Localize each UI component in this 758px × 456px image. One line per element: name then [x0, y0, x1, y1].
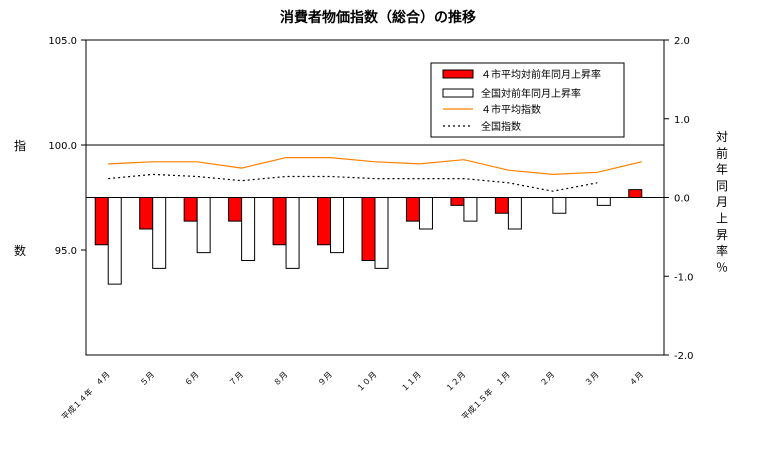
- bar-4city-rate: [139, 197, 154, 230]
- bar-national-rate: [241, 197, 256, 261]
- x-tick-label: ２月: [539, 370, 557, 388]
- right-axis-title-char: 率: [716, 243, 728, 258]
- legend-swatch-national-rate: [442, 88, 474, 98]
- bar-national-rate: [374, 197, 389, 269]
- bar-4city-rate: [494, 197, 509, 214]
- x-tick-label: ４月: [628, 370, 646, 388]
- left-tick-label: 95.0: [55, 246, 77, 257]
- x-tick-label: ９月: [316, 370, 334, 388]
- bar-national-rate: [152, 197, 167, 269]
- bar-4city-rate: [228, 197, 243, 222]
- x-tick-label: 平成１５年 １月: [459, 369, 511, 421]
- line-group: [108, 157, 642, 192]
- bar-national-rate: [285, 197, 300, 269]
- right-tick-label: -1.0: [674, 272, 694, 283]
- legend-label-national-index: 全国指数: [481, 120, 521, 133]
- line-4city-index: [108, 157, 642, 176]
- left-axis: 105.0 100.0 95.0: [48, 36, 86, 257]
- bar-4city-rate: [405, 197, 420, 222]
- legend-label-4city-rate: ４市平均対前年同月上昇率: [481, 68, 601, 81]
- left-tick-label: 105.0: [48, 36, 77, 47]
- legend: ４市平均対前年同月上昇率 全国対前年同月上昇率 ４市平均指数 全国指数: [430, 62, 625, 138]
- x-tick-label: 平成１４年 ４月: [59, 369, 111, 421]
- bar-national-rate: [507, 197, 522, 230]
- x-tick-label: １０月: [355, 370, 378, 393]
- bar-national-rate: [463, 197, 478, 222]
- bar-national-rate: [196, 197, 211, 254]
- right-axis-title-char: 同: [716, 179, 728, 193]
- right-tick-label: 2.0: [674, 36, 690, 47]
- bar-4city-rate: [317, 197, 332, 246]
- bar-4city-rate: [450, 197, 465, 206]
- x-tick-label: ３月: [583, 370, 601, 388]
- right-axis-title-char: 月: [716, 195, 728, 209]
- bar-4city-rate: [272, 197, 287, 246]
- bar-4city-rate: [183, 197, 198, 222]
- right-axis-title-char: 対: [716, 130, 728, 144]
- bar-4city-rate: [628, 189, 643, 198]
- legend-label-national-rate: 全国対前年同月上昇率: [481, 87, 581, 100]
- legend-label-4city-index: ４市平均指数: [481, 103, 541, 116]
- line-national-index: [108, 173, 598, 192]
- bar-4city-rate: [94, 197, 109, 246]
- chart-title: 消費者物価指数（総合）の推移: [280, 9, 476, 26]
- x-tick-label: ６月: [183, 370, 201, 388]
- right-axis-title-char: 上: [716, 212, 728, 226]
- bar-national-rate: [596, 197, 611, 206]
- x-tick-label: ８月: [272, 370, 290, 388]
- right-axis-title-char: 昇: [716, 228, 728, 242]
- bar-national-rate: [107, 197, 122, 285]
- x-tick-label: ５月: [138, 370, 156, 388]
- right-tick-label: -2.0: [674, 351, 694, 362]
- x-tick-label: １１月: [400, 370, 423, 393]
- bar-national-rate: [552, 197, 567, 214]
- right-tick-label: 0.0: [674, 194, 690, 205]
- bar-national-rate: [418, 197, 433, 230]
- right-axis-title-char: ％: [716, 260, 728, 274]
- bar-4city-rate: [361, 197, 376, 261]
- legend-swatch-4city-rate: [442, 69, 474, 79]
- right-axis-title-char: 年: [716, 163, 728, 177]
- bar-national-rate: [330, 197, 345, 254]
- right-axis-title-char: 前: [716, 145, 728, 160]
- x-tick-label: １２月: [444, 370, 467, 393]
- left-axis-title-char: 指: [14, 138, 26, 153]
- left-axis-title: 指数: [14, 138, 26, 258]
- left-axis-title-char: 数: [14, 243, 26, 258]
- left-tick-label: 100.0: [48, 141, 77, 152]
- x-tick-label: ７月: [227, 370, 245, 388]
- right-axis: 2.0 1.0 0.0 -1.0 -2.0: [664, 36, 694, 362]
- bar-group: [94, 189, 643, 285]
- right-tick-label: 1.0: [674, 115, 690, 126]
- right-axis-title: 対前年同月上昇率 ％: [716, 130, 728, 274]
